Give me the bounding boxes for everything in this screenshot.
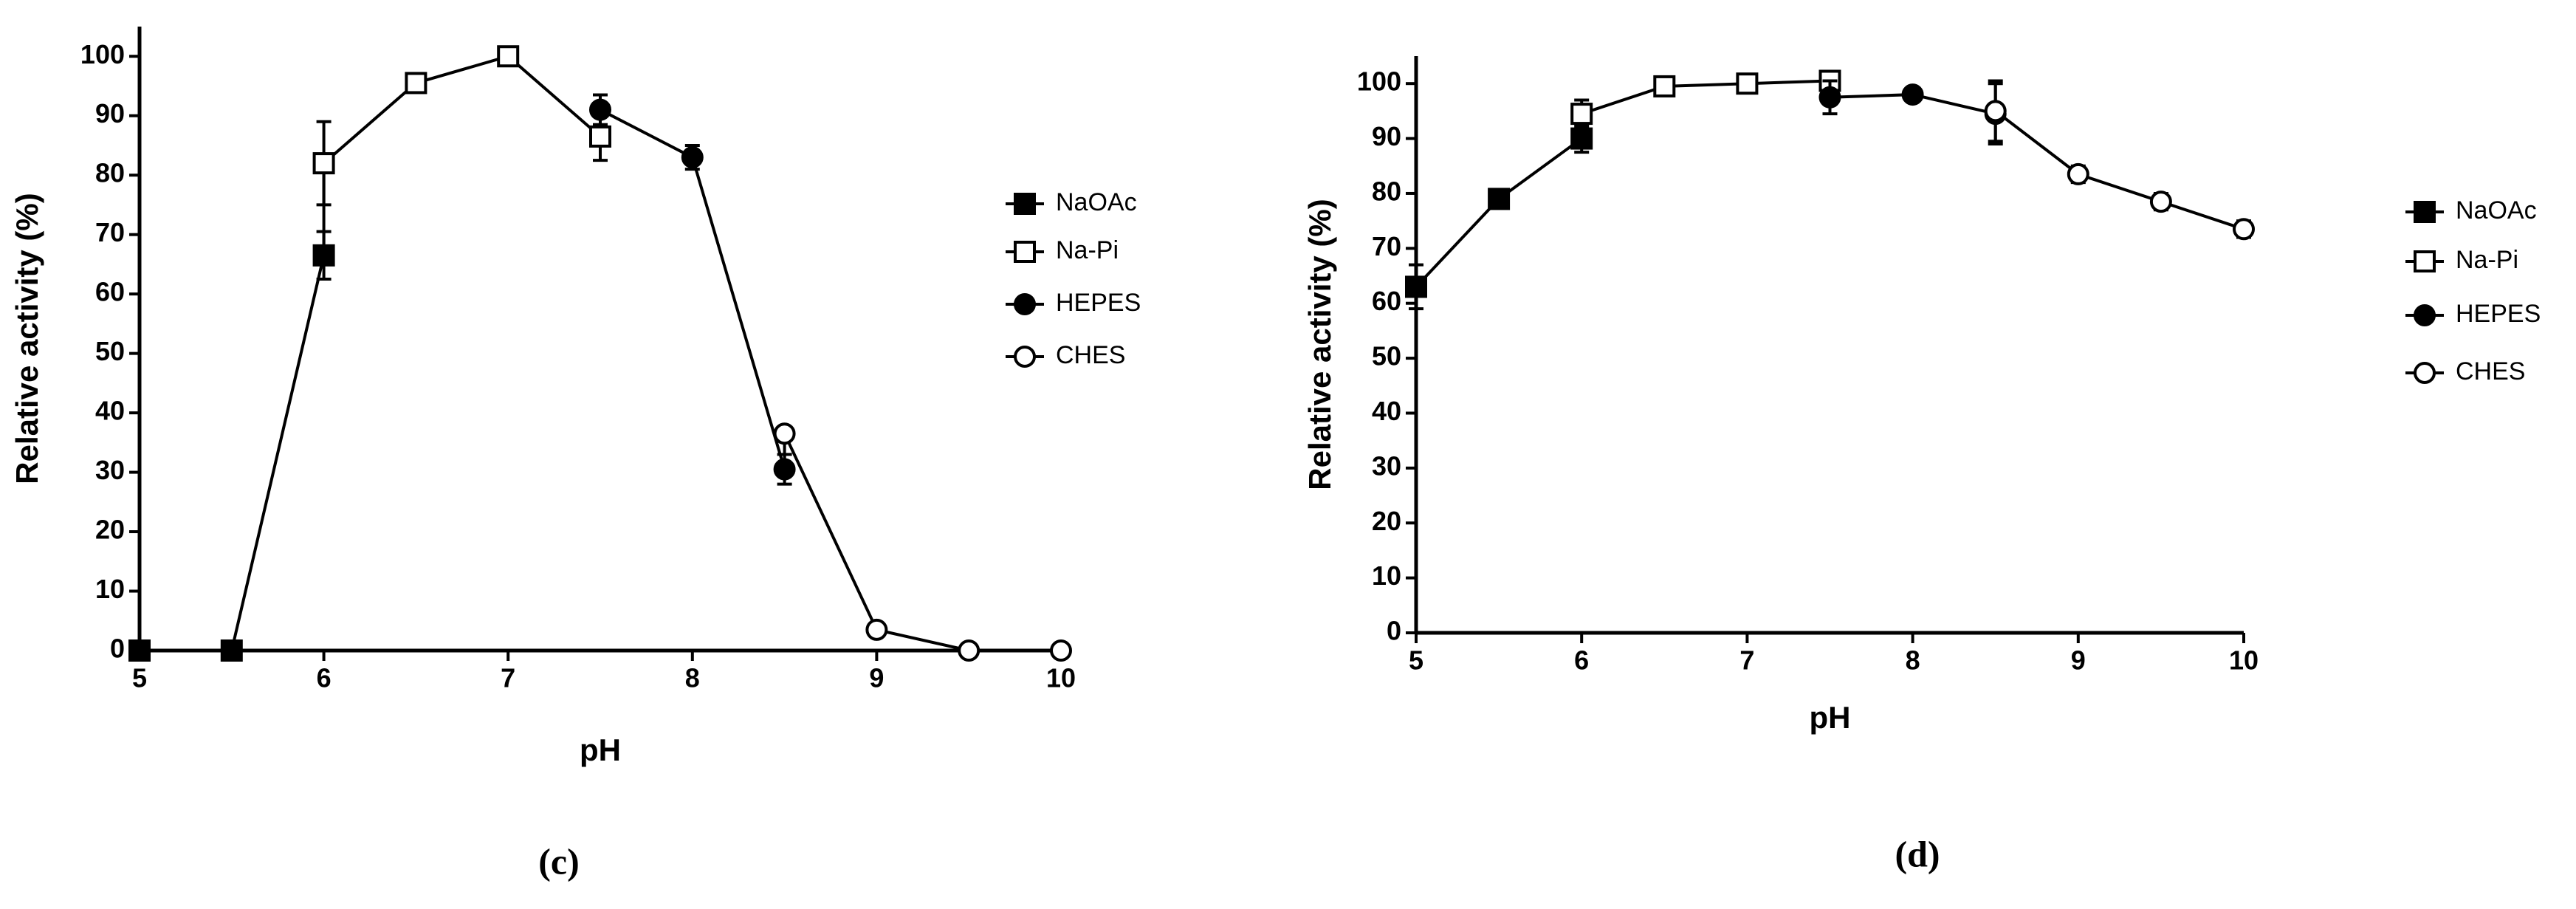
y-tick-label: 20	[95, 515, 125, 545]
legend-label: CHES	[2456, 357, 2525, 385]
y-tick-label: 50	[1372, 341, 1401, 371]
y-tick-label: 60	[1372, 286, 1401, 316]
x-tick-label: 10	[1046, 663, 1076, 693]
x-tick-label: 10	[2229, 645, 2259, 676]
y-tick-label: 90	[1372, 121, 1401, 151]
y-tick-label: 10	[1372, 560, 1401, 591]
marker	[497, 45, 520, 68]
y-tick-label: 100	[1357, 66, 1401, 97]
legend-marker	[2414, 201, 2436, 223]
y-tick-label: 20	[1372, 506, 1401, 536]
marker	[128, 639, 151, 662]
x-tick-label: 8	[1906, 645, 1920, 676]
marker	[958, 639, 980, 662]
caption: (d)	[1895, 833, 1940, 874]
marker	[1570, 127, 1593, 150]
y-tick-label: 90	[95, 98, 125, 128]
legend-marker	[1014, 346, 1036, 368]
y-tick-label: 10	[95, 574, 125, 604]
y-tick-label: 100	[80, 39, 125, 69]
y-tick-label: 80	[1372, 176, 1401, 206]
marker	[1488, 188, 1511, 210]
marker	[773, 458, 796, 481]
marker	[681, 146, 704, 169]
marker	[312, 244, 335, 267]
marker	[1050, 639, 1072, 662]
marker	[1736, 72, 1759, 95]
y-axis-label: Relative activity (%)	[10, 193, 44, 484]
marker	[405, 72, 427, 95]
series-line	[1994, 109, 2244, 231]
y-tick-label: 80	[95, 158, 125, 188]
legend-label: Na-Pi	[1056, 236, 1119, 264]
series-line	[140, 255, 326, 652]
marker	[1901, 83, 1924, 106]
marker	[2233, 218, 2255, 241]
y-tick-label: 0	[1387, 616, 1401, 646]
legend-marker	[2414, 304, 2436, 326]
legend-label: HEPES	[2456, 300, 2541, 328]
legend-marker	[1014, 293, 1036, 315]
y-axis-label: Relative activity (%)	[1302, 199, 1337, 490]
marker	[865, 618, 888, 641]
y-tick-label: 30	[1372, 450, 1401, 481]
legend-marker	[1014, 241, 1036, 263]
x-tick-label: 9	[869, 663, 884, 693]
series-line	[1581, 79, 1830, 115]
x-axis-label: pH	[580, 733, 621, 767]
marker	[220, 639, 243, 662]
legend-label: HEPES	[1056, 289, 1141, 317]
y-tick-label: 60	[95, 277, 125, 307]
y-tick-label: 0	[110, 634, 125, 664]
y-tick-label: 70	[1372, 231, 1401, 261]
x-tick-label: 5	[132, 663, 147, 693]
series-line	[783, 433, 1061, 652]
y-tick-label: 30	[95, 455, 125, 485]
marker	[1570, 103, 1593, 126]
marker	[589, 125, 611, 148]
marker	[1405, 275, 1427, 298]
marker	[2067, 162, 2089, 185]
x-tick-label: 6	[317, 663, 332, 693]
y-tick-label: 50	[95, 336, 125, 366]
marker	[2149, 191, 2172, 213]
x-tick-label: 8	[685, 663, 700, 693]
x-axis-label: pH	[1810, 700, 1851, 735]
legend-label: Na-Pi	[2456, 246, 2518, 274]
x-tick-label: 7	[501, 663, 515, 693]
caption: (c)	[538, 840, 580, 882]
marker	[1653, 75, 1676, 97]
legend-label: NaOAc	[1056, 188, 1137, 216]
y-tick-label: 70	[95, 217, 125, 247]
chart: 0 10 20 30 40 50 60 70 80 90 100 5 6 7 8 9 10 Relative ac…	[1302, 56, 2541, 874]
legend-marker	[1014, 193, 1036, 215]
legend-label: CHES	[1056, 341, 1125, 369]
marker	[773, 422, 796, 445]
y-tick-label: 40	[95, 396, 125, 426]
marker	[1984, 100, 2007, 123]
marker	[312, 152, 335, 175]
chart: 0 10 20 30 40 50 60 70 80 90 100 5 6 7 8 9 10 Relative ac…	[10, 27, 1141, 882]
legend-marker	[2414, 250, 2436, 272]
x-tick-label: 9	[2071, 645, 2086, 676]
x-tick-label: 5	[1409, 645, 1423, 676]
series-line	[1415, 137, 1583, 288]
marker	[1818, 86, 1841, 109]
y-tick-label: 40	[1372, 396, 1401, 426]
x-tick-label: 6	[1574, 645, 1589, 676]
series-line	[323, 55, 602, 165]
legend-marker	[2414, 362, 2436, 384]
marker	[589, 98, 611, 121]
legend-label: NaOAc	[2456, 196, 2537, 224]
x-tick-label: 7	[1739, 645, 1754, 676]
